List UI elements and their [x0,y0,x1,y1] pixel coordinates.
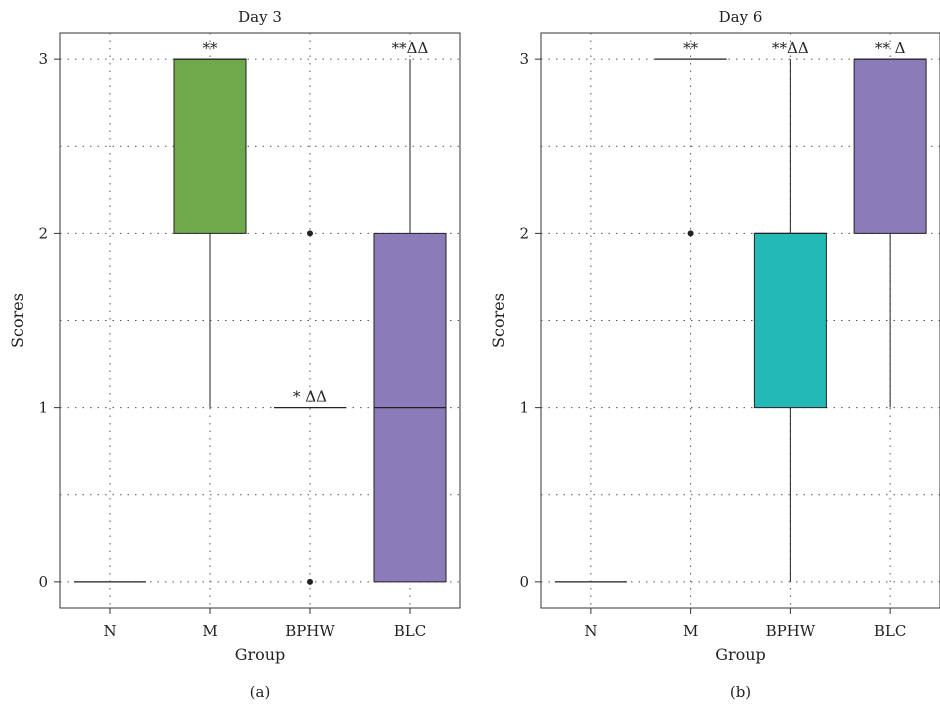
y-axis-label: Scores [8,293,27,348]
panel-2 [535,32,940,614]
y-tick-label: 1 [38,399,48,417]
y-tick-label: 2 [38,224,48,242]
x-axis-label: Group [715,645,766,664]
y-tick-label: 2 [519,224,529,242]
box-M [173,58,247,234]
y-tick-label: 0 [519,573,529,591]
panel-1 [54,32,461,614]
x-tick-label: BLC [394,622,426,640]
significance-annotation: ** Δ [875,39,906,57]
outlier-point [687,230,694,237]
y-tick-label: 0 [38,573,48,591]
x-tick-label: BLC [874,622,906,640]
x-tick-label: N [103,622,116,640]
panel-label: (a) [250,683,271,701]
x-tick-label: M [683,622,698,640]
significance-annotation: ** [683,39,699,57]
significance-annotation: **ΔΔ [772,39,809,57]
outlier-point [307,578,313,585]
y-tick-label: 3 [38,50,48,68]
x-tick-label: BPHW [285,622,335,640]
panel-label: (b) [730,683,751,701]
significance-annotation: * ΔΔ [293,388,327,406]
significance-annotation: **ΔΔ [392,39,429,57]
y-axis-label: Scores [489,293,508,348]
x-tick-label: M [202,622,217,640]
x-tick-label: BPHW [766,622,816,640]
y-tick-label: 1 [519,399,529,417]
panel-title: Day 3 [238,8,282,26]
significance-annotation: ** [203,39,219,57]
y-tick-label: 3 [519,50,529,68]
x-axis-label: Group [235,645,286,664]
box-BLC [853,58,927,234]
outlier-point [307,230,313,237]
x-tick-label: N [584,622,597,640]
panel-title: Day 6 [719,8,763,26]
box-BPHW [753,232,827,409]
